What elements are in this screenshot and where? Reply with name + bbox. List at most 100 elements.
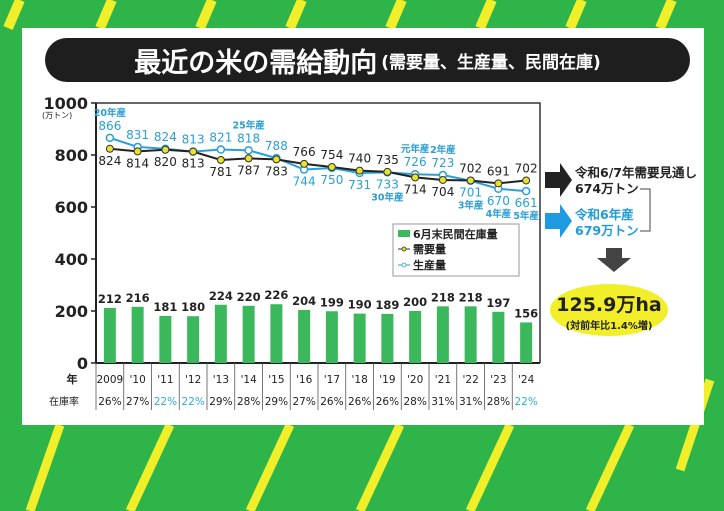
demand-forecast: 令和6/7年需要見通し 674万トン [575,165,697,197]
bar-value-label: 190 [348,298,372,312]
demand-point [272,155,281,164]
x-tick-label: '10 [130,374,146,386]
demand-value-label: 714 [404,182,427,196]
down-arrow-icon [597,248,631,272]
blue-arrow-icon [545,204,572,238]
demand-point [327,162,336,171]
stock-rate-label: 26% [348,396,371,408]
demand-value-label: 702 [459,161,482,175]
bar-value-label: 156 [514,306,538,320]
stripe [95,0,117,30]
stock-rate-label: 29% [265,396,288,408]
bar [103,307,116,363]
bar-value-label: 212 [98,292,122,306]
production-value-label: 831 [126,128,149,142]
demand-value-label: 824 [98,154,121,168]
stripe [285,0,307,30]
bar-value-label: 226 [264,288,288,302]
production-value-label: 866 [98,119,121,133]
demand-value-label: 754 [320,148,343,162]
demand-value-label: 814 [126,156,149,170]
area-value: 125.9万ha [556,294,662,316]
production-value-label: 750 [320,173,343,187]
production-value-label: 670 [487,194,510,208]
y-tick-label: 800 [55,146,88,165]
stock-rate-label: 31% [459,396,482,408]
production-value-label: 726 [404,155,427,169]
bar [270,304,283,363]
stock-rate-label: 28% [237,396,260,408]
bar [298,309,311,363]
stripe [585,423,635,511]
y-unit-label: (万トン) [42,111,72,120]
x-tick-label: '23 [490,374,506,386]
bar-value-label: 199 [320,295,344,309]
y-tick-label: 1000 [43,94,88,113]
production-value-label: 813 [182,133,205,147]
x-tick-label: 2009 [97,374,124,386]
demand-value-label: 740 [348,152,371,166]
stripe [475,0,497,30]
stock-rate-label: 28% [403,396,426,408]
legend-stock-label: 6月末民間在庫量 [413,227,498,241]
bracket-line [640,188,651,232]
stock-rate-label: 31% [431,396,454,408]
bar [187,316,200,363]
demand-forecast-label: 令和6/7年需要見通し [575,165,697,180]
x-tick-label: '17 [324,374,340,386]
bar-value-label: 224 [209,289,233,303]
stock-rate-label: 26% [98,396,121,408]
production-value: 679万トン [575,223,639,238]
bar-value-label: 200 [403,295,427,309]
demand-point [216,155,225,164]
y-tick-label: 0 [77,354,88,373]
stock-rate-label: 22% [154,396,177,408]
x-tick-label: '16 [296,374,313,386]
bar-value-label: 220 [237,290,261,304]
production-value-label: 818 [237,131,260,145]
title-subtitle: (需要量、生産量、民間在庫) [381,52,601,73]
stripe [565,0,587,30]
legend-production-label: 生産量 [413,258,446,272]
demand-value-label: 820 [154,155,177,169]
x-tick-label: '12 [185,374,201,386]
stock-rate-label: 27% [292,396,315,408]
stripe [385,0,407,30]
y-tick-label: 600 [55,198,88,217]
production-value-label: 788 [265,139,288,153]
demand-value-label: 704 [431,185,454,199]
legend-production-marker [401,262,407,268]
stripe [675,378,715,472]
rate-row-label: 在庫率 [49,395,79,408]
stock-rate-label: 26% [376,396,399,408]
demand-point [244,154,253,163]
production-annotation: 2年産 [430,144,456,156]
production-point [521,186,531,196]
x-tick-label: '19 [379,374,395,386]
production-point [244,146,253,155]
demand-value-label: 787 [237,163,260,177]
black-arrow-icon [545,163,572,197]
x-tick-label: '14 [241,374,258,386]
demand-point [189,147,198,156]
x-tick-label: '22 [463,374,479,386]
y-tick-label: 200 [55,302,88,321]
demand-value-label: 702 [515,161,538,175]
production-forecast: 令和6年産 679万トン [575,207,639,239]
stock-rate-label: 22% [181,396,204,408]
x-tick-label: '21 [435,374,451,386]
bar-value-label: 181 [153,300,177,314]
bar-value-label: 218 [459,290,483,304]
demand-value-label: 691 [487,164,510,178]
production-label: 令和6年産 [575,207,634,222]
demand-line [109,147,527,185]
year-row-label: 年 [67,372,78,386]
bar [409,311,422,363]
bar [436,306,449,363]
bar-value-label: 216 [126,291,150,305]
demand-forecast-value: 674万トン [575,181,639,196]
demand-point [355,166,364,175]
stock-rate-label: 29% [209,396,232,408]
production-annotation: 元年産 [401,143,430,155]
demand-point [466,176,475,185]
